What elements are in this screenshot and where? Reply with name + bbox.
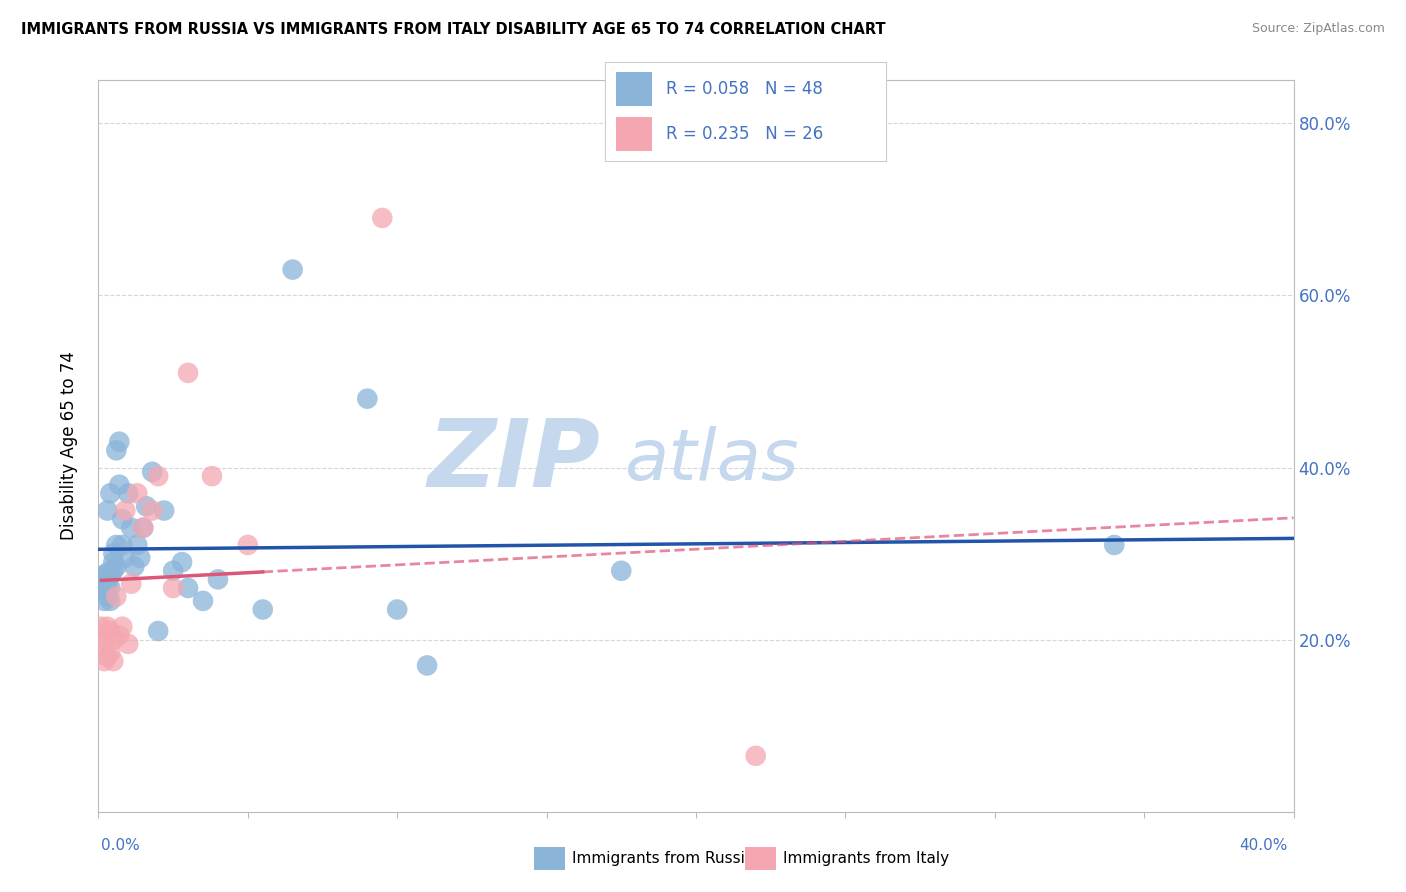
Point xyxy=(105,443,128,458)
Point xyxy=(111,620,134,634)
Text: Source: ZipAtlas.com: Source: ZipAtlas.com xyxy=(1251,22,1385,36)
Point xyxy=(93,632,115,647)
Point xyxy=(191,594,214,608)
Point xyxy=(105,559,128,574)
Point xyxy=(105,538,128,552)
Bar xyxy=(616,118,652,151)
Point xyxy=(93,585,115,599)
Point xyxy=(93,594,115,608)
Point xyxy=(356,392,378,406)
Point xyxy=(103,564,125,578)
Point xyxy=(129,550,152,565)
Point xyxy=(100,646,122,660)
Point xyxy=(108,477,131,491)
Point xyxy=(93,654,115,668)
Point xyxy=(252,602,274,616)
Point xyxy=(141,465,163,479)
Point xyxy=(127,486,149,500)
Point xyxy=(105,590,128,604)
Point xyxy=(111,512,134,526)
Point xyxy=(132,521,155,535)
Point xyxy=(90,637,112,651)
Point xyxy=(117,486,139,500)
Point xyxy=(153,503,176,517)
Point xyxy=(207,573,229,587)
Text: R = 0.235   N = 26: R = 0.235 N = 26 xyxy=(666,125,824,143)
Point xyxy=(111,538,134,552)
Point xyxy=(177,581,200,595)
Point xyxy=(114,503,136,517)
Point xyxy=(610,564,633,578)
Point xyxy=(120,521,142,535)
Text: R = 0.058   N = 48: R = 0.058 N = 48 xyxy=(666,80,824,98)
Text: ZIP: ZIP xyxy=(427,415,600,507)
Point xyxy=(90,581,112,595)
Text: 0.0%: 0.0% xyxy=(101,838,141,853)
Point xyxy=(236,538,259,552)
Point xyxy=(120,576,142,591)
Point xyxy=(1104,538,1126,552)
Point xyxy=(96,566,118,580)
Point xyxy=(201,469,224,483)
Point xyxy=(96,590,118,604)
Text: IMMIGRANTS FROM RUSSIA VS IMMIGRANTS FROM ITALY DISABILITY AGE 65 TO 74 CORRELAT: IMMIGRANTS FROM RUSSIA VS IMMIGRANTS FRO… xyxy=(21,22,886,37)
Point xyxy=(385,602,409,616)
Text: 40.0%: 40.0% xyxy=(1240,838,1288,853)
Point xyxy=(132,521,155,535)
Point xyxy=(96,620,118,634)
Point xyxy=(371,211,394,225)
Text: atlas: atlas xyxy=(624,426,799,495)
Point xyxy=(124,559,146,574)
Point xyxy=(90,620,112,634)
Point xyxy=(100,568,122,582)
Point xyxy=(100,624,122,638)
Point xyxy=(148,624,170,638)
Point xyxy=(172,555,194,569)
Point xyxy=(100,581,122,595)
Point xyxy=(148,469,170,483)
Text: Immigrants from Russia: Immigrants from Russia xyxy=(572,851,755,865)
Point xyxy=(141,503,163,517)
Point xyxy=(103,555,125,569)
Point xyxy=(100,594,122,608)
Point xyxy=(416,658,439,673)
Point xyxy=(96,649,118,664)
Point xyxy=(117,637,139,651)
Point xyxy=(127,538,149,552)
Point xyxy=(103,632,125,647)
Point xyxy=(93,568,115,582)
Point xyxy=(93,576,115,591)
Point xyxy=(90,573,112,587)
Point xyxy=(103,547,125,561)
Point xyxy=(96,503,118,517)
Bar xyxy=(616,72,652,105)
Point xyxy=(114,550,136,565)
Point xyxy=(100,486,122,500)
Point xyxy=(177,366,200,380)
Y-axis label: Disability Age 65 to 74: Disability Age 65 to 74 xyxy=(59,351,77,541)
Point xyxy=(96,581,118,595)
Point xyxy=(135,500,157,514)
Point xyxy=(108,434,131,449)
Text: Immigrants from Italy: Immigrants from Italy xyxy=(783,851,949,865)
Point xyxy=(162,564,184,578)
Point xyxy=(745,748,768,763)
Point xyxy=(103,654,125,668)
Point xyxy=(281,262,304,277)
Point xyxy=(96,574,118,588)
Point xyxy=(162,581,184,595)
Point xyxy=(108,628,131,642)
